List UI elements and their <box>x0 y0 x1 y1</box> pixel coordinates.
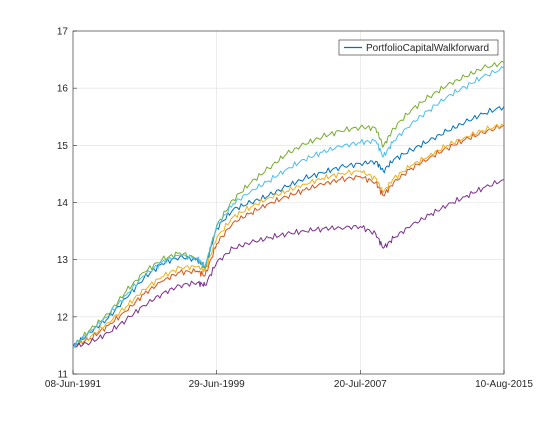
series-line-0 <box>72 106 505 347</box>
y-tick-label: 15 <box>57 141 69 152</box>
series-line-4 <box>72 60 505 348</box>
x-tick-label: 10-Aug-2015 <box>475 379 533 390</box>
y-tick-label: 16 <box>57 84 69 95</box>
legend-entry: PortfolioCapitalWalkforward <box>366 43 489 54</box>
y-tick-label: 14 <box>57 198 69 209</box>
series-line-1 <box>72 124 505 348</box>
y-axis: 11 12 13 14 15 16 17 <box>57 27 77 381</box>
y-tick-label: 11 <box>58 370 69 381</box>
series-group <box>72 60 505 348</box>
x-axis: 08-Jun-1991 29-Jun-1999 20-Jul-2007 10-Aug-… <box>45 370 533 390</box>
legend: PortfolioCapitalWalkforward <box>338 39 499 56</box>
series-line-3 <box>72 179 505 348</box>
series-line-2 <box>72 123 504 348</box>
x-tick-label: 29-Jun-1999 <box>189 379 246 390</box>
grid <box>72 30 505 375</box>
x-tick-label: 08-Jun-1991 <box>45 379 102 390</box>
y-tick-label: 12 <box>57 312 69 323</box>
series-line-5 <box>72 66 505 348</box>
x-tick-label: 20-Jul-2007 <box>334 379 387 390</box>
y-tick-label: 13 <box>57 255 69 266</box>
legend-box <box>338 39 499 56</box>
y-tick-label: 17 <box>57 27 69 38</box>
